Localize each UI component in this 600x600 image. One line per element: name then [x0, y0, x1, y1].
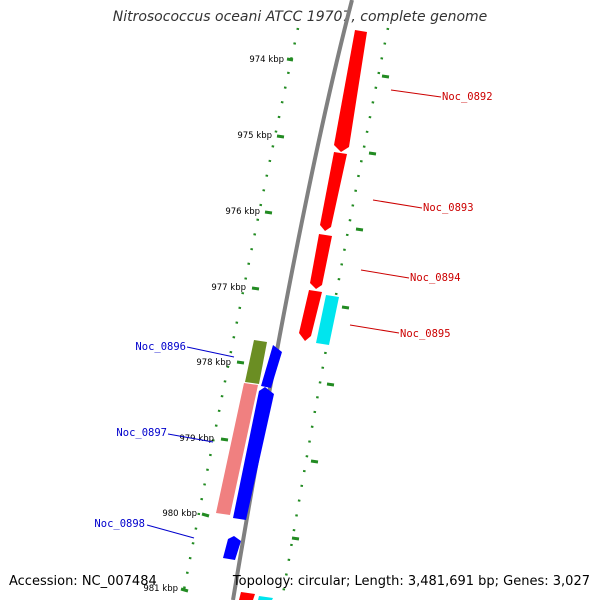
reverse-features	[216, 340, 282, 560]
leader-noc-0898	[146, 524, 195, 539]
leader-noc-0897	[167, 433, 214, 443]
accession-text: Accession: NC_007484	[9, 574, 157, 589]
gene-label-noc-0896[interactable]: Noc_0896	[135, 341, 186, 353]
gene-feature-noc-0896[interactable]	[245, 340, 267, 384]
outer-tick	[368, 151, 377, 156]
gene-label-noc-0897[interactable]: Noc_0897	[116, 427, 167, 439]
leader-noc-0896	[186, 346, 235, 358]
gene-feature-noc-0892[interactable]	[334, 30, 367, 152]
gene-feature-noc-0897-pink[interactable]	[216, 383, 258, 515]
kbp-label: 976 kbp	[225, 207, 260, 217]
kbp-tick	[251, 286, 260, 291]
leader-noc-0894	[360, 269, 410, 279]
kbp-tick	[276, 134, 285, 139]
kbp-label: 978 kbp	[196, 358, 231, 368]
outer-tick	[355, 227, 364, 232]
leader-noc-0893	[372, 199, 423, 209]
gene-feature-noc-0893[interactable]	[320, 152, 347, 231]
outer-tick	[310, 459, 319, 464]
kbp-tick	[236, 360, 245, 365]
kbp-tick	[286, 57, 294, 62]
kbp-label: 981 kbp	[143, 584, 178, 594]
gene-label-noc-0895[interactable]: Noc_0895	[400, 328, 451, 340]
gene-feature-noc-0898[interactable]	[223, 536, 241, 560]
map-title: Nitrosococcus oceani ATCC 19707, complet…	[112, 9, 488, 25]
kbp-tick	[264, 210, 273, 215]
outer-tick	[291, 536, 300, 541]
kbp-label: 980 kbp	[162, 509, 197, 519]
kbp-label: 975 kbp	[237, 131, 272, 141]
gene-feature-bottom-cyan[interactable]	[258, 596, 273, 600]
kbp-tick	[201, 512, 210, 518]
genome-summary-text: Topology: circular; Length: 3,481,691 bp…	[232, 574, 590, 589]
outer-tick	[326, 382, 335, 387]
gene-feature-noc-0897[interactable]	[233, 387, 274, 520]
gene-label-noc-0894[interactable]: Noc_0894	[410, 272, 461, 284]
outer-tick	[381, 74, 390, 79]
gene-label-noc-0892[interactable]: Noc_0892	[442, 91, 493, 103]
gene-feature-bottom-red[interactable]	[239, 592, 255, 600]
kbp-tick	[220, 437, 229, 442]
forward-features	[239, 30, 367, 600]
kbp-tick	[180, 587, 189, 593]
gene-feature-noc-0896-arrow[interactable]	[261, 345, 282, 388]
kbp-ticks	[180, 57, 294, 593]
gene-feature-noc-0894[interactable]	[310, 234, 332, 289]
gene-label-noc-0893[interactable]: Noc_0893	[423, 202, 474, 214]
gene-feature-noc-0895[interactable]	[299, 290, 322, 341]
gene-feature-noc-0895-rna[interactable]	[316, 295, 339, 345]
kbp-label: 977 kbp	[211, 283, 246, 293]
gene-label-noc-0898[interactable]: Noc_0898	[94, 518, 145, 530]
outer-ticks	[291, 74, 390, 541]
kbp-label: 974 kbp	[249, 55, 284, 65]
outer-tick	[341, 305, 350, 310]
leader-noc-0892	[390, 89, 442, 98]
leader-noc-0895	[349, 324, 400, 334]
